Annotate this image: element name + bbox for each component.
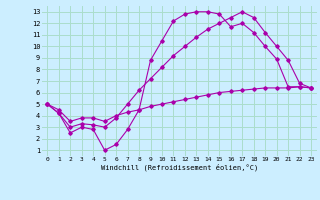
X-axis label: Windchill (Refroidissement éolien,°C): Windchill (Refroidissement éolien,°C)	[100, 164, 258, 171]
